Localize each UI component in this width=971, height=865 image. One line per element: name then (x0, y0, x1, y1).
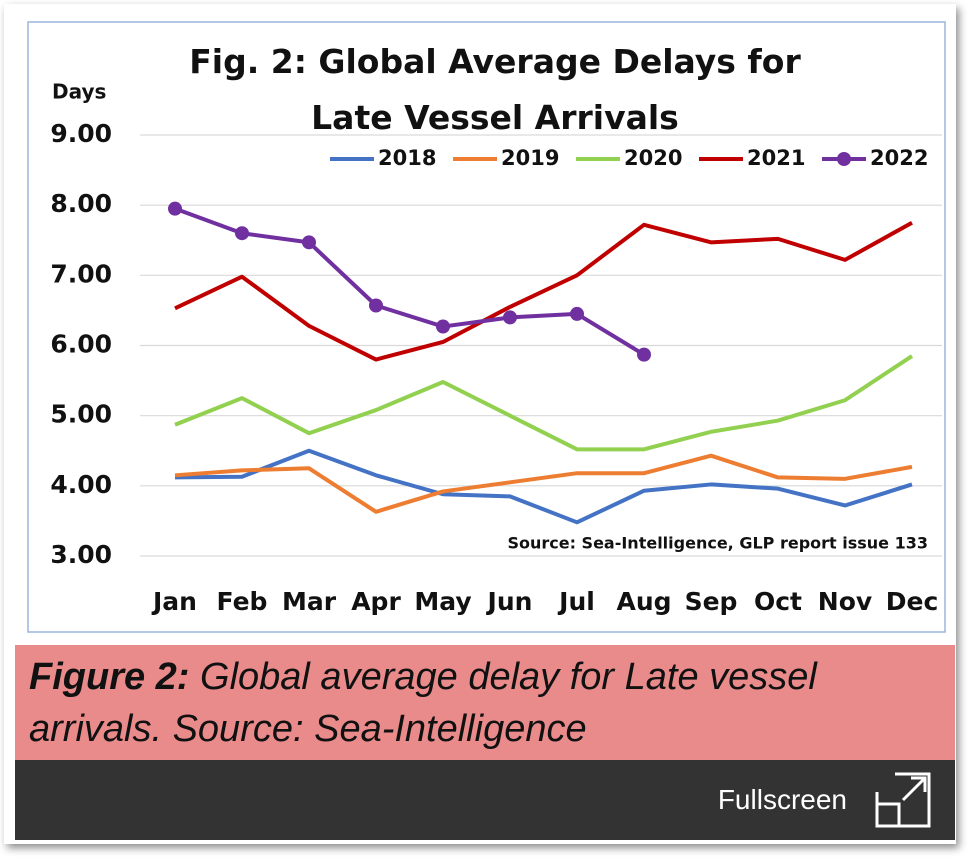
point (570, 306, 584, 321)
series-line (174, 448, 913, 525)
y-tick-label: 9.00 (50, 119, 112, 148)
x-tick-label: Dec (886, 587, 939, 616)
chart: Days Source: Sea-Intelligence, GLP repor… (27, 21, 946, 633)
point (235, 226, 249, 241)
chart-border (27, 21, 946, 633)
fullscreen-icon[interactable] (873, 770, 933, 830)
series-line (174, 206, 646, 357)
x-tick-label: Oct (754, 587, 802, 616)
x-tick-label: Jul (557, 587, 595, 616)
legend-marker (837, 152, 851, 166)
series-line (174, 220, 913, 362)
series-line (174, 354, 914, 452)
legend-label: 2018 (378, 146, 436, 170)
chart-title: Fig. 2: Global Average Delays for Late V… (189, 42, 801, 137)
x-tick-label: Mar (282, 587, 337, 616)
point (637, 347, 651, 362)
x-tick-label: Nov (818, 587, 872, 616)
y-tick-label: 8.00 (50, 189, 112, 218)
point (436, 319, 450, 334)
caption-label: Figure 2: (29, 656, 190, 698)
y-axis-label: Days (52, 80, 106, 104)
point (369, 298, 383, 313)
y-tick-label: 5.00 (50, 400, 112, 429)
point (302, 235, 316, 250)
y-tick-label: 4.00 (50, 470, 112, 499)
y-tick-label: 7.00 (50, 259, 112, 288)
x-tick-label: Sep (685, 587, 738, 616)
x-tick-label: Jun (486, 587, 533, 616)
y-tick-label: 6.00 (50, 330, 112, 359)
annotation: Source: Sea-Intelligence, GLP report iss… (507, 534, 928, 553)
x-tick-label: May (414, 587, 471, 616)
series-line (174, 453, 913, 514)
point (503, 310, 517, 325)
x-tick-label: Apr (351, 587, 401, 616)
toolbar: Fullscreen (15, 760, 955, 840)
caption-text: Global average delay for Late vessel arr… (29, 656, 817, 750)
x-tick-label: Jan (151, 587, 197, 616)
point (168, 201, 182, 216)
y-tick-label: 3.00 (50, 540, 112, 569)
legend-label: 2020 (624, 146, 682, 170)
legend-label: 2021 (747, 146, 805, 170)
legend-label: 2019 (501, 146, 559, 170)
fullscreen-label[interactable]: Fullscreen (717, 784, 847, 815)
x-tick-label: Feb (217, 587, 268, 616)
caption: Figure 2: Global average delay for Late … (15, 645, 955, 760)
x-tick-label: Aug (616, 587, 671, 616)
legend-label: 2022 (870, 146, 928, 170)
